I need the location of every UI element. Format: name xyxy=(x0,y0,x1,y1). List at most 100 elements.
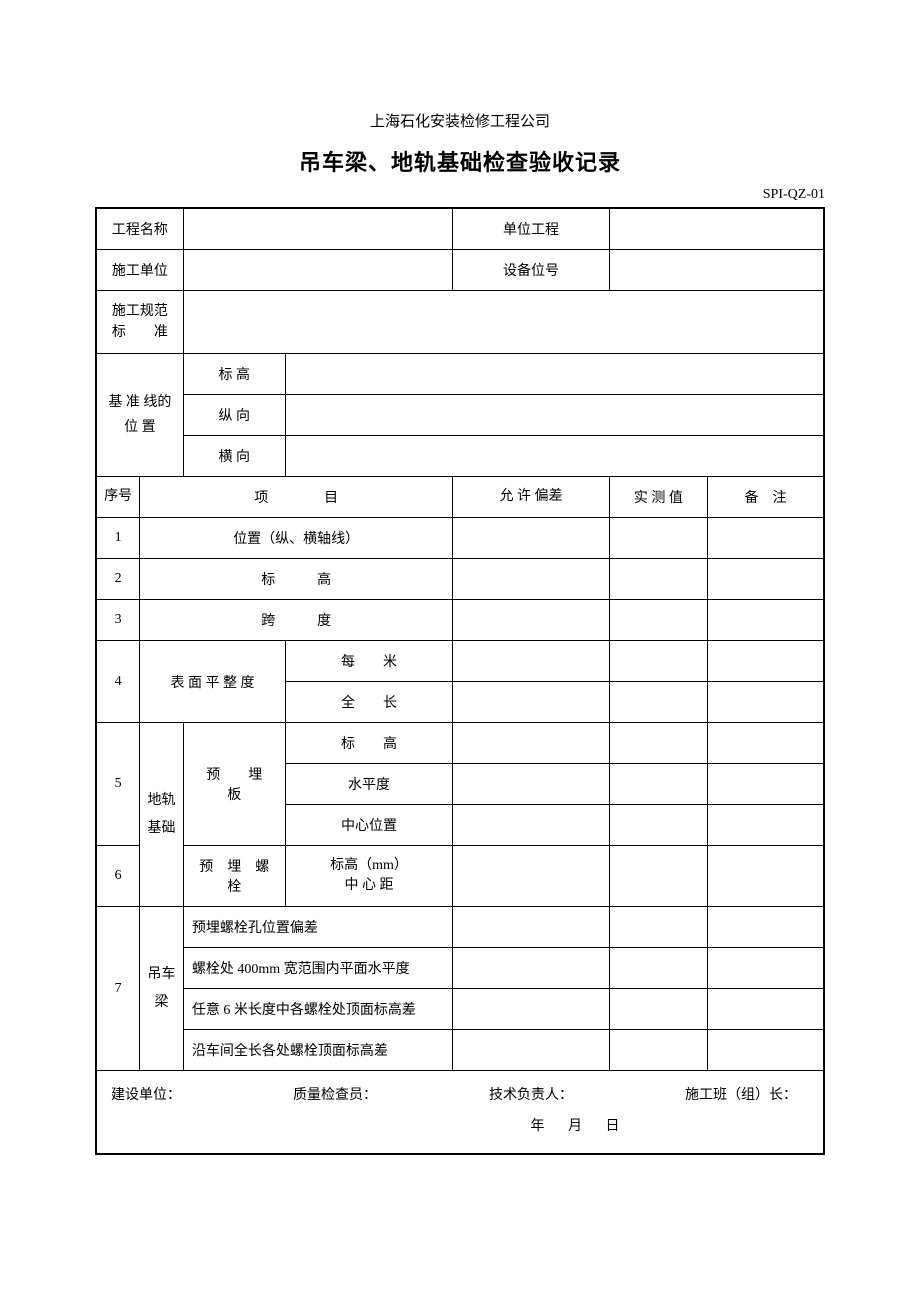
r4-perm-rem xyxy=(707,641,824,682)
r5-elev-tol xyxy=(453,723,610,764)
r3-meas xyxy=(609,600,707,641)
label-unit-project: 单位工程 xyxy=(453,208,610,250)
label-baseline-trans: 横 向 xyxy=(183,436,285,477)
footer-team: 施工班（组）长： xyxy=(685,1081,797,1112)
company-name: 上海石化安装检修工程公司 xyxy=(95,110,825,131)
r7-b-tol xyxy=(453,948,610,989)
r7-b-meas xyxy=(609,948,707,989)
r7-d-tol xyxy=(453,1030,610,1071)
r7-c-tol xyxy=(453,989,610,1030)
r5-center-rem xyxy=(707,805,824,846)
r1-rem xyxy=(707,518,824,559)
r5-center-tol xyxy=(453,805,610,846)
r7-d-label: 沿车间全长各处螺栓顶面标高差 xyxy=(183,1030,452,1071)
footer-qc: 质量检查员： xyxy=(293,1081,377,1112)
r7-c-rem xyxy=(707,989,824,1030)
r5-level-rem xyxy=(707,764,824,805)
footer-tech: 技术负责人： xyxy=(489,1081,573,1112)
r7-a-tol xyxy=(453,907,610,948)
r5-level-meas xyxy=(609,764,707,805)
r2-no: 2 xyxy=(96,559,140,600)
r7-a-rem xyxy=(707,907,824,948)
header-seq: 序号 xyxy=(96,477,140,518)
r1-item: 位置（纵、横轴线） xyxy=(140,518,453,559)
r6-meas xyxy=(609,846,707,907)
header-remarks: 备 注 xyxy=(707,477,824,518)
r2-meas xyxy=(609,559,707,600)
label-spec-l1: 施工规范 xyxy=(112,304,168,319)
r6-sub-l1: 标高（mm） xyxy=(330,858,408,873)
r7-b-rem xyxy=(707,948,824,989)
form-code: SPI-QZ-01 xyxy=(95,187,825,203)
r5-center-label: 中心位置 xyxy=(285,805,452,846)
r4-perm-label: 每 米 xyxy=(285,641,452,682)
r4-full-rem xyxy=(707,682,824,723)
r7-group: 吊车梁 xyxy=(140,907,184,1071)
r6-tol xyxy=(453,846,610,907)
header-item: 项 目 xyxy=(140,477,453,518)
value-baseline-trans xyxy=(285,436,824,477)
label-spec: 施工规范 标 准 xyxy=(96,291,183,354)
value-equipment-no xyxy=(609,250,824,291)
r1-no: 1 xyxy=(96,518,140,559)
label-baseline-long: 纵 向 xyxy=(183,395,285,436)
label-construction-unit: 施工单位 xyxy=(96,250,183,291)
r7-d-meas xyxy=(609,1030,707,1071)
footer-cell: 建设单位： 质量检查员： 技术负责人： 施工班（组）长： 年 月 日 xyxy=(96,1071,824,1154)
r4-full-label: 全 长 xyxy=(285,682,452,723)
label-project-name: 工程名称 xyxy=(96,208,183,250)
footer-day: 日 xyxy=(606,1119,630,1134)
r7-c-label: 任意 6 米长度中各螺栓处顶面标高差 xyxy=(183,989,452,1030)
r5-elev-rem xyxy=(707,723,824,764)
r2-rem xyxy=(707,559,824,600)
r5-no: 5 xyxy=(96,723,140,846)
r7-no: 7 xyxy=(96,907,140,1071)
value-baseline-long xyxy=(285,395,824,436)
r7-c-meas xyxy=(609,989,707,1030)
label-equipment-no: 设备位号 xyxy=(453,250,610,291)
footer-owner: 建设单位： xyxy=(111,1081,181,1112)
header-tolerance: 允 许 偏差 xyxy=(453,477,610,518)
r5-level-label: 水平度 xyxy=(285,764,452,805)
inspection-table: 工程名称 单位工程 施工单位 设备位号 施工规范 标 准 基 准 线的 位 置 … xyxy=(95,207,825,1155)
r3-rem xyxy=(707,600,824,641)
label-baseline-elev: 标 高 xyxy=(183,354,285,395)
r4-no: 4 xyxy=(96,641,140,723)
value-unit-project xyxy=(609,208,824,250)
r4-full-tol xyxy=(453,682,610,723)
r7-a-label: 预埋螺栓孔位置偏差 xyxy=(183,907,452,948)
r1-meas xyxy=(609,518,707,559)
r4-label: 表 面 平 整 度 xyxy=(140,641,286,723)
r6-sub-label: 标高（mm） 中 心 距 xyxy=(285,846,452,907)
r6-rem xyxy=(707,846,824,907)
r5-plate-label: 预 埋 板 xyxy=(183,723,285,846)
r4-perm-meas xyxy=(609,641,707,682)
r1-tol xyxy=(453,518,610,559)
r5-center-meas xyxy=(609,805,707,846)
r2-tol xyxy=(453,559,610,600)
footer-year: 年 xyxy=(531,1119,555,1134)
r6-bolt-label: 预 埋 螺 栓 xyxy=(183,846,285,907)
r6-no: 6 xyxy=(96,846,140,907)
r4-full-meas xyxy=(609,682,707,723)
r6-sub-l2: 中 心 距 xyxy=(344,878,393,893)
r7-a-meas xyxy=(609,907,707,948)
page-title: 吊车梁、地轨基础检查验收记录 xyxy=(95,145,825,177)
r5-elev-label: 标 高 xyxy=(285,723,452,764)
r3-item: 跨 度 xyxy=(140,600,453,641)
r5-level-tol xyxy=(453,764,610,805)
value-baseline-elev xyxy=(285,354,824,395)
value-project-name xyxy=(183,208,452,250)
value-construction-unit xyxy=(183,250,452,291)
value-spec xyxy=(183,291,824,354)
r5-elev-meas xyxy=(609,723,707,764)
r2-item: 标 高 xyxy=(140,559,453,600)
label-baseline: 基 准 线的 位 置 xyxy=(96,354,183,477)
r7-d-rem xyxy=(707,1030,824,1071)
r7-b-label: 螺栓处 400mm 宽范围内平面水平度 xyxy=(183,948,452,989)
header-measured: 实 测 值 xyxy=(609,477,707,518)
r3-no: 3 xyxy=(96,600,140,641)
r4-perm-tol xyxy=(453,641,610,682)
footer-month: 月 xyxy=(568,1119,592,1134)
r3-tol xyxy=(453,600,610,641)
